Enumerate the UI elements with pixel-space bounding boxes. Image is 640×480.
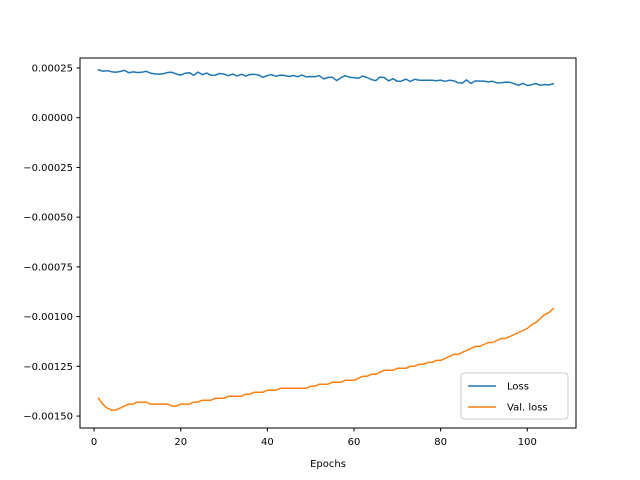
plot-area-frame [79,57,577,429]
series-line-val-loss [97,307,555,411]
y-tick-label: −0.00125 [23,362,73,373]
y-tick-label: 0.00025 [32,63,73,74]
x-tick-label: 80 [434,437,447,448]
y-tick-label: −0.00150 [23,412,73,423]
y-tick-label: −0.00075 [23,262,73,273]
x-tick-label: 100 [518,437,537,448]
legend-label-val-loss: Val. loss [507,403,548,414]
y-tick-label: 0.00000 [32,113,73,124]
y-tick-label: −0.00025 [23,163,73,174]
x-axis: 0 20 40 60 80 100 [91,428,537,448]
y-tick-label: −0.00100 [23,312,73,323]
legend: Loss Val. loss [460,372,569,420]
x-tick-label: 20 [174,437,187,448]
x-tick-label: 40 [261,437,274,448]
x-tick-label: 0 [91,437,97,448]
x-axis-label: Epochs [310,459,346,470]
series-line-loss [97,68,555,87]
y-tick-label: −0.00050 [23,213,73,224]
legend-label-loss: Loss [507,382,529,393]
y-axis: 0.00025 0.00000 −0.00025 −0.00050 −0.00075 −0… [23,63,80,423]
plot-series [97,68,555,411]
x-tick-label: 60 [348,437,361,448]
